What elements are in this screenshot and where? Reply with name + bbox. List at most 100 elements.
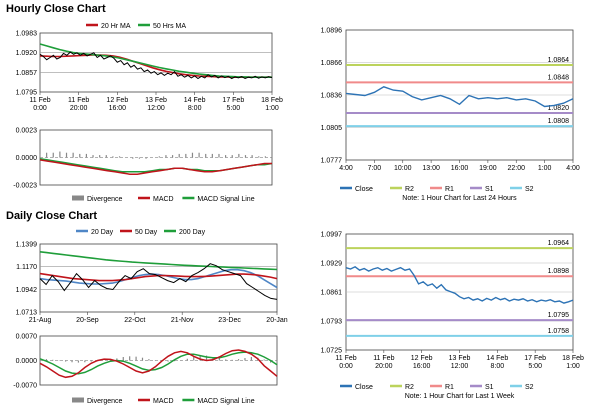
x-tick-label: 19:00 bbox=[479, 165, 497, 172]
x-tick-label-time: 8:00 bbox=[188, 105, 202, 112]
series-macd bbox=[39, 159, 272, 175]
x-tick-label-date: 18 Feb bbox=[261, 97, 283, 104]
daily-section-title: Daily Close Chart bbox=[6, 210, 98, 222]
x-tick-label-time: 12:00 bbox=[147, 105, 165, 112]
y-tick-label: 0.0070 bbox=[16, 334, 38, 341]
y-tick-label: -0.0023 bbox=[13, 183, 37, 190]
level-label-s1: 1.0795 bbox=[548, 312, 570, 319]
x-tick-label-date: 11 Feb bbox=[335, 355, 356, 362]
x-tick-label-date: 11 Feb bbox=[29, 97, 50, 104]
x-tick-label: 7:00 bbox=[368, 165, 382, 172]
daily-macd-chart: 0.0070 0.0000 -0.0070 Divergence MACD MACD Si… bbox=[13, 334, 278, 405]
x-tick-label: 4:00 bbox=[339, 165, 353, 172]
legend-50-hrs-ma: 50 Hrs MA bbox=[153, 23, 186, 30]
x-tick-label-time: 5:00 bbox=[528, 363, 542, 370]
series-close bbox=[345, 265, 574, 304]
y-tick-label: 0.0000 bbox=[16, 358, 38, 365]
x-tick-label-time: 1:00 bbox=[566, 363, 580, 370]
series-200-day bbox=[39, 251, 278, 271]
x-tick-label: 22-Oct bbox=[124, 317, 145, 324]
x-tick-label: 21-Aug bbox=[29, 317, 52, 324]
series-close bbox=[345, 86, 574, 108]
x-tick-label-time: 20:00 bbox=[70, 105, 88, 112]
x-tick-label-date: 17 Feb bbox=[222, 97, 244, 104]
y-tick-label: 1.0942 bbox=[16, 287, 38, 294]
x-tick-label-date: 12 Feb bbox=[106, 97, 128, 104]
y-tick-label: -0.0070 bbox=[13, 383, 37, 390]
level-label-r2: 1.0864 bbox=[548, 57, 570, 64]
y-tick-label: 1.1399 bbox=[16, 242, 38, 249]
y-tick-label: 1.0866 bbox=[321, 60, 343, 67]
x-tick-label: 4:00 bbox=[566, 165, 580, 172]
x-tick-label-date: 14 Feb bbox=[184, 97, 206, 104]
plot-frame bbox=[39, 32, 273, 93]
y-tick-label: 1.0836 bbox=[321, 93, 343, 100]
y-tick-label: 1.1170 bbox=[16, 264, 37, 271]
y-tick-label: 1.0929 bbox=[321, 261, 343, 268]
chart-note: Note: 1 Hour Chart for Last 1 Week bbox=[405, 393, 515, 400]
x-tick-label-time: 16:00 bbox=[109, 105, 127, 112]
chart-note: Note: 1 Hour Chart for Last 24 Hours bbox=[402, 195, 517, 202]
y-tick-label: 1.0983 bbox=[16, 31, 38, 38]
level-label-r1: 1.0898 bbox=[548, 268, 570, 275]
y-tick-label: 0.0023 bbox=[16, 128, 38, 135]
legend-r2: R2 bbox=[405, 186, 414, 193]
x-tick-label-time: 8:00 bbox=[491, 363, 505, 370]
x-tick-label: 13:00 bbox=[422, 165, 440, 172]
series-macd bbox=[39, 349, 278, 379]
level-label-s2: 1.0758 bbox=[548, 328, 570, 335]
legend-r1: R1 bbox=[445, 186, 454, 193]
hourly-section-title: Hourly Close Chart bbox=[6, 3, 106, 15]
x-tick-label: 1:00 bbox=[538, 165, 552, 172]
y-tick-label: 1.0997 bbox=[321, 232, 343, 239]
level-label-s2: 1.0808 bbox=[548, 118, 570, 125]
legend-macd: MACD bbox=[153, 398, 174, 405]
x-tick-label-date: 11 Feb bbox=[373, 355, 394, 362]
x-tick-label: 22:00 bbox=[507, 165, 525, 172]
x-tick-label-time: 1:00 bbox=[265, 105, 279, 112]
legend-s1: S1 bbox=[485, 384, 494, 391]
y-tick-label: 1.0777 bbox=[321, 158, 343, 165]
x-tick-label-date: 12 Feb bbox=[411, 355, 433, 362]
x-tick-label: 23-Dec bbox=[218, 317, 241, 324]
y-tick-label: 0.0000 bbox=[16, 155, 38, 162]
series-macd-signal bbox=[39, 351, 278, 375]
y-tick-label: 1.0896 bbox=[321, 28, 343, 35]
legend-20-day: 20 Day bbox=[91, 229, 114, 236]
y-tick-label: 1.0861 bbox=[321, 290, 343, 297]
x-tick-label: 10:00 bbox=[394, 165, 412, 172]
x-tick-label-time: 16:00 bbox=[413, 363, 431, 370]
legend-s2: S2 bbox=[525, 384, 534, 391]
legend-r2: R2 bbox=[405, 384, 414, 391]
level-label-r1: 1.0848 bbox=[548, 74, 570, 81]
legend-20-hr-ma: 20 Hr MA bbox=[101, 23, 131, 30]
legend-50-day: 50 Day bbox=[135, 229, 158, 236]
legend-macd: MACD bbox=[153, 196, 174, 203]
x-tick-label-time: 12:00 bbox=[451, 363, 469, 370]
x-tick-label-date: 18 Feb bbox=[562, 355, 584, 362]
y-tick-label: 1.0920 bbox=[16, 50, 38, 57]
legend-close: Close bbox=[355, 384, 373, 391]
legend-close: Close bbox=[355, 186, 373, 193]
x-tick-label-date: 14 Feb bbox=[486, 355, 508, 362]
legend-macd-signal-line: MACD Signal Line bbox=[197, 398, 254, 405]
y-tick-label: 1.0793 bbox=[321, 319, 343, 326]
x-tick-label-date: 13 Feb bbox=[145, 97, 167, 104]
x-tick-label: 20-Jan bbox=[266, 317, 288, 324]
legend-200-day: 200 Day bbox=[179, 229, 206, 236]
x-tick-label-date: 17 Feb bbox=[524, 355, 546, 362]
y-tick-label: 1.0857 bbox=[16, 70, 38, 77]
legend-macd-signal-line: MACD Signal Line bbox=[197, 196, 254, 203]
legend-r1: R1 bbox=[445, 384, 454, 391]
x-tick-label-time: 0:00 bbox=[339, 363, 353, 370]
level-label-r2: 1.0964 bbox=[548, 240, 570, 247]
x-tick-label: 21-Nov bbox=[171, 317, 194, 324]
x-tick-label-time: 0:00 bbox=[33, 105, 47, 112]
series-20-day bbox=[39, 268, 278, 289]
y-tick-label: 1.0725 bbox=[321, 348, 343, 355]
x-tick-label-time: 5:00 bbox=[227, 105, 241, 112]
series-close bbox=[39, 263, 278, 300]
legend-s1: S1 bbox=[485, 186, 494, 193]
